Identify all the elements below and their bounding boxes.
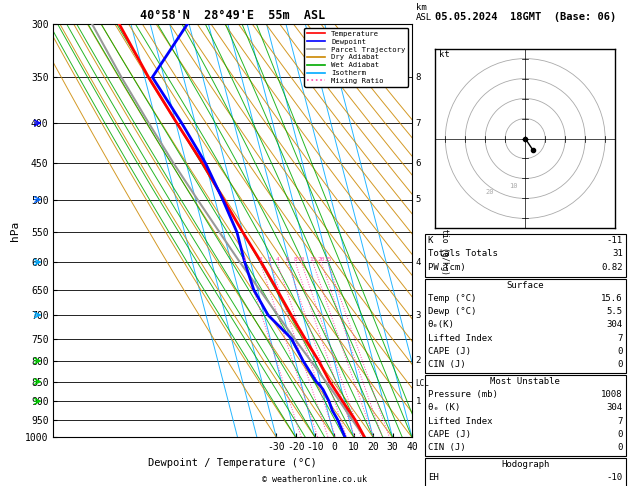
Text: Surface: Surface (506, 281, 544, 290)
Text: -10: -10 (606, 473, 623, 483)
Text: 4: 4 (276, 257, 279, 262)
Text: 0.82: 0.82 (601, 262, 623, 272)
Text: 7: 7 (617, 417, 623, 426)
Text: 10: 10 (509, 183, 518, 190)
Text: PW (cm): PW (cm) (428, 262, 465, 272)
Text: 31: 31 (612, 249, 623, 259)
Text: 0: 0 (617, 443, 623, 452)
Text: km
ASL: km ASL (416, 3, 431, 22)
Text: kt: kt (439, 50, 450, 59)
Text: Most Unstable: Most Unstable (490, 377, 560, 386)
Text: CAPE (J): CAPE (J) (428, 430, 470, 439)
Text: 8: 8 (293, 257, 297, 262)
Text: 20: 20 (485, 190, 494, 195)
Text: θₑ(K): θₑ(K) (428, 320, 455, 330)
Text: 05.05.2024  18GMT  (Base: 06): 05.05.2024 18GMT (Base: 06) (435, 12, 616, 22)
Text: 3: 3 (268, 257, 272, 262)
Text: CIN (J): CIN (J) (428, 360, 465, 369)
X-axis label: Dewpoint / Temperature (°C): Dewpoint / Temperature (°C) (148, 458, 317, 468)
Text: Totals Totals: Totals Totals (428, 249, 498, 259)
Text: 4: 4 (416, 258, 421, 267)
Text: -11: -11 (606, 236, 623, 245)
Text: 7: 7 (617, 333, 623, 343)
Text: Temp (°C): Temp (°C) (428, 294, 476, 303)
Text: Dewp (°C): Dewp (°C) (428, 307, 476, 316)
Text: 1008: 1008 (601, 390, 623, 399)
Text: 8: 8 (416, 73, 421, 82)
Text: Hodograph: Hodograph (501, 460, 549, 469)
Text: 6: 6 (286, 257, 289, 262)
Text: 0: 0 (617, 430, 623, 439)
Text: 2: 2 (416, 356, 421, 365)
Text: 5.5: 5.5 (606, 307, 623, 316)
Y-axis label: hPa: hPa (9, 221, 19, 241)
Text: © weatheronline.co.uk: © weatheronline.co.uk (262, 474, 367, 484)
Text: 6: 6 (416, 159, 421, 168)
Legend: Temperature, Dewpoint, Parcel Trajectory, Dry Adiabat, Wet Adiabat, Isotherm, Mi: Temperature, Dewpoint, Parcel Trajectory… (304, 28, 408, 87)
Text: Lifted Index: Lifted Index (428, 417, 493, 426)
Text: 3: 3 (416, 311, 421, 319)
Text: LCL: LCL (416, 379, 430, 388)
Text: 7: 7 (416, 119, 421, 127)
Text: 15: 15 (309, 257, 316, 262)
Text: 10: 10 (298, 257, 305, 262)
Text: Mixing Ratio (g/kg): Mixing Ratio (g/kg) (440, 187, 448, 275)
Text: Pressure (mb): Pressure (mb) (428, 390, 498, 399)
Text: 15.6: 15.6 (601, 294, 623, 303)
Text: CIN (J): CIN (J) (428, 443, 465, 452)
Title: 40°58'N  28°49'E  55m  ASL: 40°58'N 28°49'E 55m ASL (140, 9, 325, 22)
Text: CAPE (J): CAPE (J) (428, 347, 470, 356)
Text: 304: 304 (606, 320, 623, 330)
Text: 5: 5 (416, 195, 421, 204)
Text: 0: 0 (617, 360, 623, 369)
Text: 25: 25 (324, 257, 331, 262)
Text: θₑ (K): θₑ (K) (428, 403, 460, 413)
Text: 0: 0 (617, 347, 623, 356)
Text: 304: 304 (606, 403, 623, 413)
Text: 2: 2 (259, 257, 262, 262)
Text: K: K (428, 236, 433, 245)
Text: EH: EH (428, 473, 438, 483)
Text: 1: 1 (416, 397, 421, 406)
Text: 1: 1 (243, 257, 247, 262)
Text: 20: 20 (318, 257, 325, 262)
Text: Lifted Index: Lifted Index (428, 333, 493, 343)
